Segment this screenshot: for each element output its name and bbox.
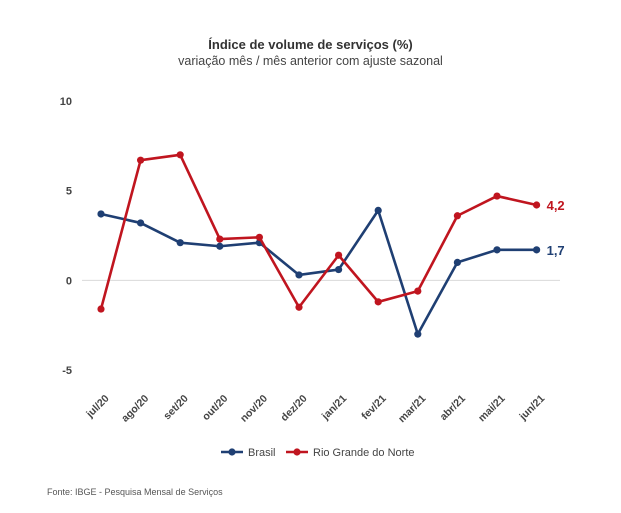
data-point <box>414 287 422 295</box>
x-tick-label: abr/21 <box>438 393 468 423</box>
data-point <box>335 265 343 274</box>
legend-label: Brasil <box>248 447 276 459</box>
chart-subtitle: variação mês / mês anterior com ajuste s… <box>178 54 443 68</box>
x-tick-label: set/20 <box>161 393 191 423</box>
data-point <box>255 233 263 241</box>
data-point <box>176 239 184 247</box>
data-point <box>137 156 145 164</box>
data-point <box>295 303 303 311</box>
data-point <box>374 298 382 306</box>
x-tick-label: mar/21 <box>396 393 429 426</box>
data-point <box>216 242 224 250</box>
x-tick-label: mai/21 <box>476 393 508 425</box>
data-point <box>414 330 422 338</box>
y-tick-label: 5 <box>66 186 72 198</box>
data-point <box>453 258 461 266</box>
data-point <box>453 212 461 220</box>
end-value-label: 4,2 <box>547 198 565 213</box>
data-point <box>493 246 501 254</box>
data-point <box>493 192 501 200</box>
series-line <box>99 209 538 336</box>
y-tick-label: 10 <box>60 96 72 108</box>
data-point <box>533 201 541 209</box>
legend-label: Rio Grande do Norte <box>313 447 415 459</box>
x-tick-label: jun/21 <box>517 393 548 424</box>
y-tick-label: -5 <box>62 365 72 377</box>
data-point <box>216 235 224 243</box>
data-point <box>137 219 145 227</box>
x-tick-label: fev/21 <box>359 393 389 423</box>
legend-swatch-marker <box>228 448 236 456</box>
chart-title: Índice de volume de serviços (%) <box>208 37 413 52</box>
data-point <box>176 151 184 159</box>
x-tick-label: jan/21 <box>319 393 349 423</box>
x-tick-label: out/20 <box>200 393 230 423</box>
x-tick-label: nov/20 <box>238 393 270 425</box>
x-tick-label: ago/20 <box>119 393 151 425</box>
y-tick-label: 0 <box>66 275 72 287</box>
x-tick-label: jul/20 <box>83 393 111 421</box>
source-note: Fonte: IBGE - Pesquisa Mensal de Serviço… <box>47 487 223 497</box>
end-value-label: 1,7 <box>547 243 565 258</box>
data-point <box>374 206 382 214</box>
data-point <box>335 251 343 259</box>
data-point <box>295 271 303 279</box>
series-line <box>99 153 538 311</box>
data-point <box>97 210 105 218</box>
data-point <box>97 305 105 313</box>
x-tick-label: dez/20 <box>278 393 309 424</box>
legend-swatch-marker <box>293 448 301 456</box>
data-point <box>533 246 541 254</box>
